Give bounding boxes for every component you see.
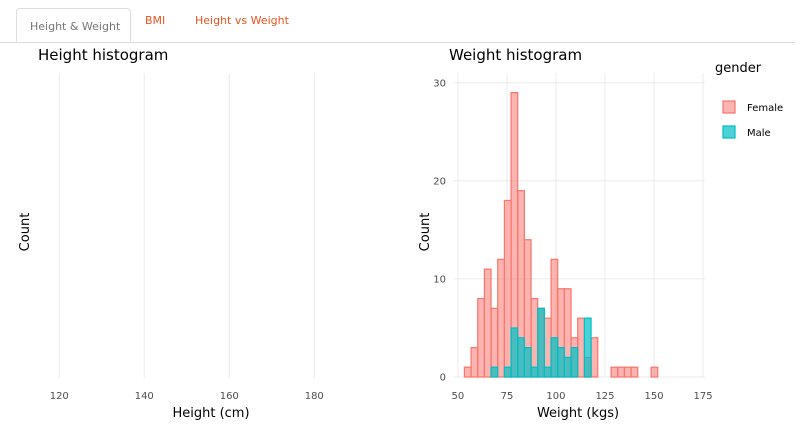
male-bar [570, 346, 579, 378]
female-bar [477, 297, 485, 378]
weight-y-tick-label: 10 [433, 274, 446, 285]
female-bar [617, 366, 626, 378]
tab-height-weight[interactable]: Height & Weight [16, 8, 131, 42]
weight-x-tick-label: 50 [452, 391, 465, 402]
female-bar [483, 268, 492, 378]
tab-divider [0, 42, 795, 43]
height-x-tick-label: 120 [50, 391, 69, 402]
female-bar [590, 337, 599, 378]
male-bar [517, 337, 525, 378]
female-bar [577, 317, 586, 378]
male-bar [550, 337, 559, 378]
weight-x-tick-label: 150 [644, 391, 663, 402]
legend: gender Female Male [715, 61, 783, 139]
female-bar [470, 346, 479, 378]
tab-height-vs-weight[interactable]: Height vs Weight [195, 14, 289, 27]
weight-y-tick-label: 20 [433, 176, 446, 187]
male-bar [583, 317, 592, 378]
weight-y-tick-label: 30 [433, 78, 446, 89]
female-bar [650, 366, 659, 378]
height-histogram-chart: Height histogram Count Height (cm) 120 14… [18, 46, 324, 421]
height-y-axis-title: Count [18, 213, 33, 252]
height-x-tick-label: 180 [305, 391, 324, 402]
female-bar [463, 366, 472, 378]
female-bar [503, 199, 512, 378]
weight-x-tick-label: 100 [546, 391, 565, 402]
height-chart-title: Height histogram [38, 46, 168, 64]
weight-x-tick-label: 175 [693, 391, 712, 402]
female-bar [630, 366, 639, 378]
male-bar [510, 327, 519, 378]
female-bar [623, 366, 632, 378]
tab-bmi[interactable]: BMI [145, 14, 166, 27]
female-bar [497, 258, 505, 378]
legend-title: gender [715, 61, 762, 76]
weight-histogram-chart: Weight histogram Count Weight (kgs) 0 10 2… [418, 46, 783, 421]
male-bar [537, 307, 545, 378]
female-bar [610, 366, 619, 378]
male-bar [543, 366, 552, 378]
weight-y-tick-label: 0 [440, 373, 446, 384]
legend-label-male: Male [747, 128, 771, 139]
weight-x-axis-title: Weight (kgs) [537, 406, 619, 421]
male-bar [557, 346, 566, 378]
height-x-tick-label: 160 [220, 391, 239, 402]
weight-x-tick-label: 75 [501, 391, 514, 402]
male-bar [490, 366, 499, 378]
weight-chart-title: Weight histogram [449, 46, 582, 64]
male-bar [530, 366, 539, 378]
tab-bar: Height & Weight BMI Height vs Weight [0, 0, 800, 43]
female-bar [530, 297, 539, 378]
male-bar [503, 366, 512, 378]
height-x-tick-label: 140 [135, 391, 154, 402]
male-bar [523, 346, 532, 378]
weight-x-tick-label: 125 [595, 391, 614, 402]
legend-key-female [722, 100, 736, 114]
legend-key-male [722, 125, 736, 139]
height-x-axis-title: Height (cm) [172, 406, 249, 421]
legend-label-female: Female [747, 103, 783, 114]
male-bar [563, 356, 572, 378]
weight-y-axis-title: Count [418, 213, 433, 252]
